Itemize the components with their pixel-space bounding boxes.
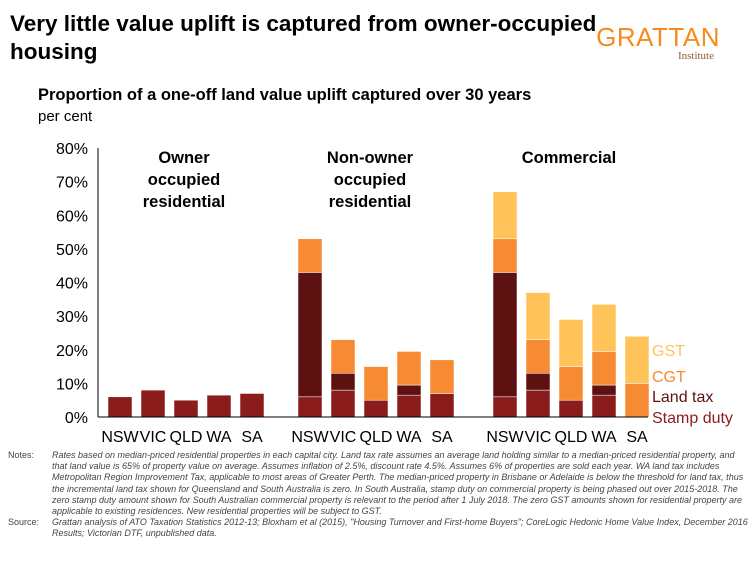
bar-segment-cgt: [363, 366, 389, 401]
group-label: occupied: [148, 171, 220, 189]
group-label: occupied: [334, 171, 406, 189]
group-label: residential: [143, 193, 226, 211]
x-tick-label: SA: [626, 429, 648, 446]
bar-segment-land-tax: [591, 384, 617, 396]
bar-segment-stamp-duty: [525, 389, 551, 418]
bar-segment-cgt: [558, 366, 584, 401]
bar-segment-land-tax: [525, 373, 551, 391]
x-tick-label: VIC: [525, 429, 552, 446]
bar-segment-gst: [525, 292, 551, 340]
bar-segment-land-tax: [492, 272, 518, 398]
legend-label-land-tax: Land tax: [652, 389, 713, 406]
x-tick-label: SA: [431, 429, 453, 446]
x-tick-label: WA: [396, 429, 422, 446]
source-label: Source:: [8, 517, 40, 528]
bar-segment-gst: [624, 336, 650, 384]
bar-segment-cgt: [429, 359, 455, 394]
bar-segment-gst: [591, 304, 617, 352]
group-label: Owner: [158, 149, 210, 167]
bar-segment-stamp-duty: [492, 396, 518, 418]
bar-segment-stamp-duty: [330, 389, 356, 418]
bar-segment-cgt: [330, 339, 356, 374]
x-tick-label: VIC: [330, 429, 357, 446]
bar-segment-stamp-duty: [239, 393, 265, 418]
y-tick-label: 30%: [56, 309, 88, 326]
y-tick-label: 50%: [56, 242, 88, 259]
bar-segment-gst: [558, 319, 584, 367]
bar-segment-cgt: [492, 238, 518, 273]
x-tick-label: WA: [206, 429, 232, 446]
x-tick-label: QLD: [555, 429, 588, 446]
legend-label-stamp-duty: Stamp duty: [652, 410, 733, 427]
bar-segment-gst: [492, 191, 518, 240]
notes-text: Rates based on median-priced residential…: [52, 450, 744, 517]
bar-segment-stamp-duty: [429, 393, 455, 418]
y-tick-label: 60%: [56, 208, 88, 225]
bar-segment-stamp-duty: [591, 394, 617, 418]
bar-segment-cgt: [591, 351, 617, 386]
bar-segment-stamp-duty: [107, 396, 133, 418]
bar-segment-stamp-duty: [140, 389, 166, 418]
bar-segment-land-tax: [330, 373, 356, 391]
bar-segment-stamp-duty: [206, 394, 232, 418]
legend-label-cgt: CGT: [652, 369, 686, 386]
y-tick-label: 0%: [65, 410, 88, 427]
bar-segment-land-tax: [297, 272, 323, 398]
bar-segment-cgt: [396, 351, 422, 386]
bar-segment-stamp-duty: [173, 399, 199, 418]
y-tick-label: 70%: [56, 175, 88, 192]
bar-segment-cgt: [624, 383, 650, 418]
bar-segment-stamp-duty: [363, 399, 389, 418]
group-label: Non-owner: [327, 149, 414, 167]
notes-label: Notes:: [8, 450, 35, 460]
unit-label: per cent: [38, 108, 93, 125]
bar-segment-stamp-duty: [558, 399, 584, 418]
y-tick-label: 10%: [56, 376, 88, 393]
bar-segment-land-tax: [396, 384, 422, 396]
group-label: Commercial: [522, 149, 616, 167]
source-text: Grattan analysis of ATO Taxation Statist…: [52, 517, 748, 539]
x-tick-label: QLD: [170, 429, 203, 446]
chart-title: Very little value uplift is captured fro…: [10, 11, 597, 64]
bar-segment-cgt: [525, 339, 551, 374]
grattan-logo: GRATTAN Institute: [590, 24, 720, 62]
chart-subtitle: Proportion of a one-off land value uplif…: [38, 86, 532, 104]
bar-segment-stamp-duty: [297, 396, 323, 418]
x-tick-label: NSW: [486, 429, 524, 446]
stacked-bar-chart: 0%10%20%30%40%50%60%70%80%NSW VIC QLD WA SAO…: [56, 141, 733, 446]
x-tick-label: WA: [591, 429, 617, 446]
group-label: residential: [329, 193, 412, 211]
x-tick-label: NSW: [291, 429, 329, 446]
bar-segment-stamp-duty: [396, 394, 422, 418]
logo-subtitle: Institute: [677, 50, 714, 62]
y-tick-label: 20%: [56, 343, 88, 360]
x-tick-label: QLD: [360, 429, 393, 446]
x-tick-label: VIC: [140, 429, 167, 446]
y-tick-label: 80%: [56, 141, 88, 158]
bar-segment-cgt: [297, 238, 323, 273]
legend-label-gst: GST: [652, 343, 685, 360]
x-tick-label: NSW: [101, 429, 139, 446]
notes-section: Notes: Rates based on median-priced resi…: [8, 450, 748, 540]
logo-name: GRATTAN: [596, 22, 720, 52]
y-tick-label: 40%: [56, 276, 88, 293]
x-tick-label: SA: [241, 429, 263, 446]
